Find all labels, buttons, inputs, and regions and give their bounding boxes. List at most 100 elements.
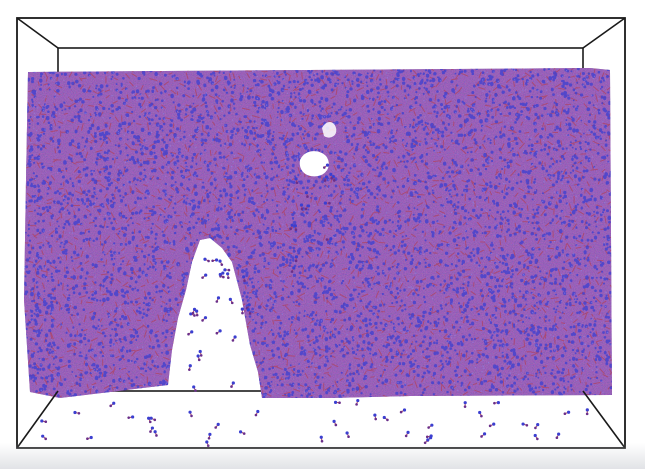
escaped-molecule	[41, 434, 47, 441]
molecule-atom	[192, 307, 197, 311]
escaped-molecule	[382, 415, 389, 422]
molecule-atom	[241, 311, 244, 315]
atom-dots	[24, 68, 612, 398]
escaped-molecule	[109, 401, 116, 408]
escaped-molecule	[423, 438, 430, 445]
molecule-atom	[149, 430, 152, 433]
escaped-molecule	[195, 309, 199, 317]
molecule-atom	[222, 275, 225, 279]
molecule-atom	[230, 301, 234, 305]
molecule-atom	[231, 381, 235, 385]
molecule-atom	[227, 268, 231, 272]
molecule-atom	[247, 303, 251, 307]
molecule-atom	[228, 297, 232, 301]
molecule-atom	[329, 237, 333, 241]
molecule-atom	[404, 434, 408, 438]
molecule-atom	[294, 255, 298, 259]
escaped-molecule	[226, 272, 230, 280]
molecule-atom	[233, 335, 237, 339]
escaped-molecule	[147, 416, 152, 424]
molecule-atom	[320, 439, 324, 443]
molecule-atom	[323, 201, 328, 205]
molecule-atom	[153, 430, 157, 434]
escaped-molecule	[534, 423, 540, 430]
molecule-atom	[188, 368, 191, 371]
molecule-atom	[205, 440, 209, 444]
molecule-atom	[148, 420, 152, 424]
escaped-molecule	[293, 224, 298, 231]
molecule-atom	[127, 416, 130, 419]
molecule-atom	[299, 203, 304, 207]
molecule-atom	[290, 270, 294, 273]
escaped-molecule	[319, 435, 324, 443]
molecule-atom	[324, 175, 329, 179]
molecule-atom	[374, 417, 377, 421]
molecule-atom	[331, 174, 335, 179]
escaped-molecule	[254, 409, 260, 417]
molecule-atom	[109, 404, 113, 408]
molecule-atom	[345, 431, 349, 435]
molecule-atom	[150, 426, 154, 430]
escaped-molecule	[215, 329, 222, 335]
molecule-atom	[227, 276, 230, 280]
escaped-molecule	[304, 191, 309, 198]
void-bubble	[299, 122, 337, 177]
molecule-atom	[306, 204, 311, 208]
molecule-atom	[480, 414, 483, 418]
molecule-atom	[201, 276, 204, 279]
molecule-atom	[563, 412, 567, 415]
escaped-molecule	[187, 330, 194, 336]
molecule-atom	[77, 411, 81, 415]
molecule-atom	[566, 410, 571, 414]
molecule-atom	[300, 207, 304, 211]
molecule-atom	[196, 354, 200, 358]
molecule-atom	[426, 438, 430, 442]
molecule-atom	[555, 436, 559, 439]
escaped-molecule	[207, 432, 212, 440]
molecule-atom	[86, 437, 89, 441]
molecule-atom	[112, 401, 116, 405]
molecule-atom	[330, 176, 333, 180]
escaped-molecule	[201, 316, 208, 322]
molecule-atom	[89, 435, 93, 440]
escaped-molecule	[246, 308, 252, 315]
escaped-molecule	[189, 312, 196, 317]
molecule-atom	[248, 312, 252, 315]
molecule-atom	[429, 434, 433, 438]
molecule-atom	[216, 422, 220, 427]
molecule-atom	[328, 201, 331, 205]
molecule-atom	[242, 432, 246, 435]
molecule-atom	[536, 423, 540, 427]
escaped-molecule	[463, 401, 467, 408]
molecule-atom	[406, 430, 410, 434]
escaped-molecule	[399, 408, 407, 414]
escaped-molecule	[289, 223, 294, 231]
molecule-atom	[294, 228, 298, 231]
molecule-atom	[149, 416, 153, 420]
molecule-atom	[304, 207, 308, 211]
escaped-molecule	[196, 354, 201, 362]
escaped-molecule	[191, 307, 197, 315]
molecule-atom	[306, 195, 309, 198]
molecule-atom	[534, 426, 537, 430]
molecule-atom	[355, 403, 358, 406]
molecule-atom	[215, 331, 219, 335]
molecule-atom	[294, 259, 298, 263]
escaped-molecule	[323, 201, 331, 205]
escaped-molecule	[427, 423, 434, 429]
escaped-molecule	[332, 419, 338, 427]
molecule-atom	[153, 418, 157, 422]
molecule-atom	[189, 312, 193, 316]
molecule-atom	[325, 238, 329, 241]
molecule-atom	[207, 259, 210, 263]
molecule-atom	[216, 296, 221, 300]
escaped-molecule	[230, 381, 235, 388]
molecule-atom	[195, 313, 199, 317]
molecule-atom	[319, 435, 323, 439]
molecule-atom	[488, 424, 492, 428]
molecule-atom	[496, 401, 500, 405]
molecule-atom	[44, 420, 48, 423]
escaped-molecule	[73, 410, 81, 415]
molecule-atom	[155, 434, 158, 437]
